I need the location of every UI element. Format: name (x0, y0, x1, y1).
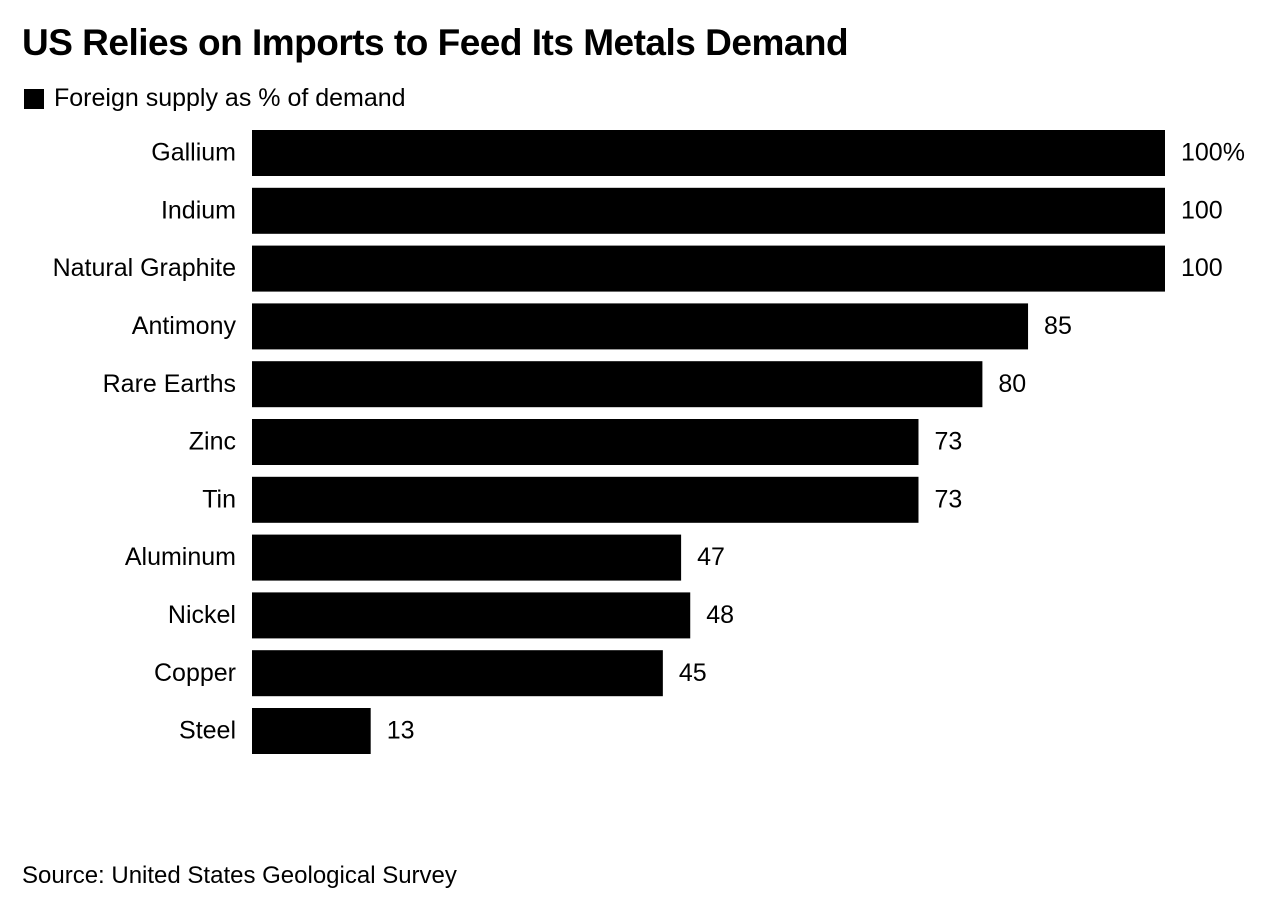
value-label: 85 (1044, 312, 1072, 340)
bar-gallium (252, 130, 1165, 176)
category-label: Indium (161, 196, 236, 224)
value-label: 100 (1181, 254, 1223, 282)
bar-aluminum (252, 534, 682, 581)
category-label: Zinc (189, 428, 236, 456)
legend: Foreign supply as % of demand (24, 84, 406, 113)
source-note: Source: United States Geological Survey (22, 862, 457, 889)
bar-copper (252, 650, 663, 697)
chart-title: US Relies on Imports to Feed Its Metals … (22, 22, 849, 63)
value-label: 45 (679, 659, 707, 687)
category-label: Tin (202, 485, 236, 513)
category-label: Natural Graphite (53, 254, 236, 282)
bar-natural-graphite (252, 245, 1165, 292)
bar-steel (252, 708, 371, 754)
category-label: Antimony (132, 312, 237, 340)
value-label: 100 (1181, 196, 1223, 224)
value-label: 47 (697, 543, 725, 571)
bar-nickel (252, 592, 691, 639)
value-label: 48 (706, 601, 734, 629)
category-label: Steel (179, 717, 236, 745)
value-label: 73 (934, 428, 962, 456)
legend-label: Foreign supply as % of demand (54, 84, 406, 112)
category-label: Rare Earths (103, 370, 236, 398)
category-label: Nickel (168, 601, 236, 629)
category-label: Aluminum (125, 543, 236, 571)
bar-zinc (252, 419, 919, 465)
value-label: 100% (1181, 139, 1245, 167)
bar-antimony (252, 303, 1029, 350)
category-label: Copper (154, 659, 236, 687)
bar-tin (252, 476, 919, 523)
value-label: 73 (934, 485, 962, 513)
legend-swatch (24, 88, 44, 109)
bar-rare-earths (252, 361, 983, 408)
bar-indium (252, 187, 1165, 234)
value-label: 80 (998, 370, 1026, 398)
value-label: 13 (387, 717, 415, 745)
category-label: Gallium (151, 139, 236, 167)
